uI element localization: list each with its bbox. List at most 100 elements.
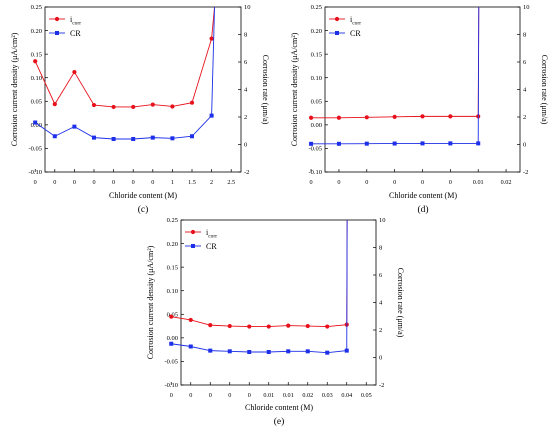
- chart-panel-2: -0.10 -0.05 0.00 0.05 0.10 0.15 0.20 0.25 -2 0 2 4 6…: [146, 217, 405, 427]
- x-tick-label: 0: [248, 392, 251, 399]
- y-tick-label: 0.00: [311, 122, 322, 129]
- series-line-cr: [171, 219, 348, 354]
- data-point-icorr: [266, 324, 271, 329]
- legend: icorr CR: [185, 228, 217, 251]
- y-tick-label: 0.25: [167, 217, 178, 224]
- y2-tick-label: -2: [244, 169, 249, 176]
- y-tick-label: 0.20: [31, 28, 42, 35]
- legend-marker: [55, 31, 59, 35]
- y2-tick-label: 4: [244, 87, 248, 94]
- y2-axis-label: Corrosion rate (μm/a): [540, 55, 549, 125]
- data-point-cr: [247, 350, 252, 354]
- data-point-cr: [286, 349, 291, 354]
- series-line-icorr: [311, 6, 480, 119]
- y-tick-label: -0.05: [164, 359, 178, 366]
- y2-tick-label: 10: [244, 4, 251, 11]
- y-tick-label: -0.10: [164, 382, 178, 389]
- x-tick-label: 0: [132, 179, 135, 186]
- y2-tick-label: 8: [244, 32, 247, 39]
- data-point-cr: [208, 348, 213, 353]
- y2-tick-label: 0: [244, 142, 247, 149]
- data-point-cr: [476, 141, 481, 146]
- y-tick-label: -0.05: [308, 146, 322, 153]
- y-tick-label: 0.15: [167, 264, 178, 271]
- y2-tick-label: 4: [379, 300, 383, 307]
- data-point-cr: [92, 135, 96, 140]
- y2-tick-label: 0: [379, 355, 382, 362]
- y2-tick-label: 6: [523, 59, 527, 66]
- y2-tick-label: 2: [379, 327, 382, 334]
- y2-tick-label: 10: [379, 217, 386, 224]
- y2-tick-label: 2: [244, 114, 247, 121]
- x-tick-label: 0.03: [322, 392, 333, 399]
- legend: icorr CR: [329, 15, 361, 38]
- data-point-icorr: [52, 102, 57, 107]
- data-point-icorr: [188, 317, 193, 323]
- x-axis-label: Chloride content (M): [389, 191, 457, 200]
- y-tick-label: -0.10: [28, 169, 42, 176]
- data-point-icorr: [420, 114, 425, 119]
- data-point-icorr: [150, 102, 155, 107]
- series-line-cr: [311, 6, 480, 145]
- legend-label-icorr: icorr: [70, 15, 81, 27]
- y-tick-label: -0.10: [308, 169, 322, 176]
- data-point-cr: [131, 137, 136, 141]
- x-tick-label: 1.5: [188, 179, 196, 186]
- series-line-cr: [34, 6, 215, 140]
- y-tick-label: 0.00: [31, 122, 42, 129]
- y-tick-label: 0.15: [31, 51, 42, 58]
- y-tick-label: -0.05: [28, 146, 42, 153]
- x-tick-label: 0: [189, 392, 192, 399]
- y2-tick-label: 8: [523, 32, 526, 39]
- legend-label-icorr: icorr: [206, 228, 217, 240]
- x-tick-label: 0: [92, 179, 95, 186]
- y-tick-label: 0.25: [311, 4, 322, 11]
- y2-tick-label: 6: [244, 59, 248, 66]
- y-tick-label: 0.05: [31, 98, 42, 105]
- y2-axis-label: Corrosion rate (μm/a): [261, 55, 270, 125]
- y-axis-label: Corrosion current density (μA/cm²): [290, 32, 299, 146]
- chart-panel-0: -0.10 -0.05 0.00 0.05 0.10 0.15 0.20 0.25 -2 0 2 4 6…: [10, 4, 270, 215]
- x-tick-label: 2.5: [227, 179, 235, 186]
- y2-tick-label: 2: [523, 114, 526, 121]
- x-tick-label: 0: [421, 179, 424, 186]
- y-tick-label: 0.05: [311, 98, 322, 105]
- y-axis-label: Corrosion current density (μA/cm²): [146, 245, 155, 359]
- panel-label: (d): [417, 204, 428, 215]
- data-point-icorr: [91, 102, 97, 108]
- y-tick-label: 0.20: [167, 241, 178, 248]
- x-tick-label: 0: [112, 179, 115, 186]
- data-point-icorr: [72, 69, 77, 75]
- data-point-icorr: [308, 115, 314, 120]
- y2-tick-label: -2: [379, 382, 384, 389]
- data-point-cr: [344, 348, 349, 353]
- x-tick-label: 0.02: [302, 392, 313, 399]
- data-point-cr: [169, 341, 174, 346]
- data-point-icorr: [448, 114, 453, 119]
- y2-tick-label: 8: [379, 245, 382, 252]
- y-tick-label: 0.20: [311, 28, 322, 35]
- y2-tick-label: -2: [523, 169, 528, 176]
- x-tick-label: 0: [228, 392, 231, 399]
- y2-tick-label: 0: [523, 142, 526, 149]
- legend-label-cr: CR: [70, 29, 81, 38]
- data-point-icorr: [325, 324, 330, 329]
- legend-label-cr: CR: [350, 29, 361, 38]
- data-point-cr: [420, 141, 425, 146]
- y-tick-label: 0.10: [311, 75, 322, 82]
- series-line-icorr: [34, 6, 215, 108]
- y2-axis-label: Corrosion rate (μm/a): [396, 268, 405, 338]
- x-tick-label: 0.04: [341, 392, 352, 399]
- data-point-icorr: [208, 323, 213, 328]
- data-point-cr: [305, 349, 310, 354]
- x-tick-label: 0: [53, 179, 56, 186]
- x-tick-label: 0: [365, 179, 368, 186]
- data-point-cr: [52, 134, 57, 139]
- data-point-cr: [392, 141, 397, 146]
- x-tick-label: 0.01: [473, 179, 484, 186]
- y-tick-label: 0.25: [31, 4, 42, 11]
- legend: icorr CR: [49, 15, 81, 38]
- data-point-cr: [111, 137, 116, 141]
- legend-marker: [334, 16, 340, 22]
- y-tick-label: 0.10: [31, 75, 42, 82]
